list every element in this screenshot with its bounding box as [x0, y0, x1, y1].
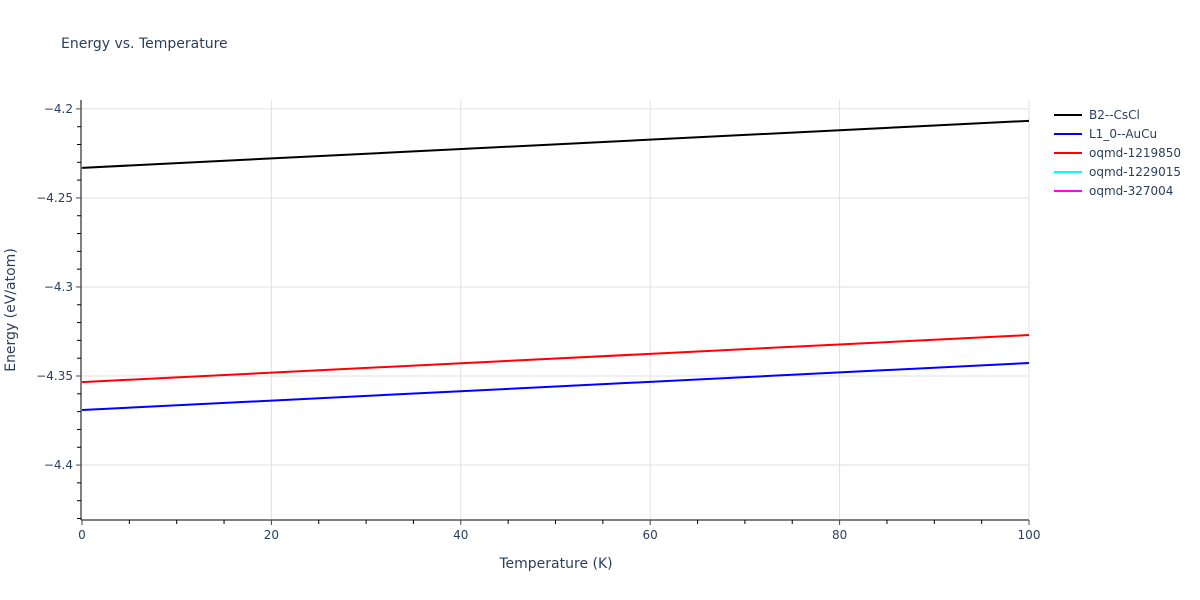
- svg-text:−4.4: −4.4: [44, 458, 73, 472]
- series-line-L1_0--AuCu: [81, 362, 1030, 412]
- svg-text:−4.2: −4.2: [44, 102, 73, 116]
- legend-line-swatch-icon: [1054, 132, 1082, 135]
- legend-label: oqmd-327004: [1089, 183, 1174, 198]
- legend-label: B2--CsCl: [1089, 107, 1140, 122]
- x-axis-title: Temperature (K): [498, 556, 612, 572]
- svg-text:0: 0: [78, 528, 86, 542]
- svg-text:100: 100: [1018, 528, 1041, 542]
- svg-text:−4.25: −4.25: [36, 191, 73, 205]
- legend-item[interactable]: L1_0--AuCu: [1054, 124, 1181, 143]
- series-lines: [81, 119, 1030, 412]
- svg-text:20: 20: [264, 528, 279, 542]
- svg-text:40: 40: [453, 528, 468, 542]
- legend-line-swatch-icon: [1054, 170, 1082, 173]
- legend-item[interactable]: B2--CsCl: [1054, 105, 1181, 124]
- legend-line-swatch-icon: [1054, 189, 1082, 192]
- legend: B2--CsCl L1_0--AuCu oqmd-1219850 oqmd-12290…: [1054, 105, 1181, 200]
- svg-text:−4.35: −4.35: [36, 369, 73, 383]
- legend-item[interactable]: oqmd-1229015: [1054, 162, 1181, 181]
- svg-text:−4.3: −4.3: [44, 280, 73, 294]
- legend-label: L1_0--AuCu: [1089, 126, 1158, 141]
- svg-text:60: 60: [643, 528, 658, 542]
- y-axis-title: Energy (eV/atom): [3, 248, 19, 372]
- gridlines: [82, 100, 1030, 519]
- series-line-B2--CsCl: [81, 119, 1030, 169]
- legend-label: oqmd-1229015: [1089, 164, 1182, 179]
- axes: 0 20 40 60 80 100 −4.2 −4.25 −4.3 −4.35 −4.4: [36, 100, 1040, 542]
- legend-item[interactable]: oqmd-327004: [1054, 181, 1181, 200]
- legend-line-swatch-icon: [1054, 113, 1082, 116]
- series-line-oqmd-1219850: [81, 334, 1030, 384]
- legend-label: oqmd-1219850: [1089, 145, 1182, 160]
- legend-item[interactable]: oqmd-1219850: [1054, 143, 1181, 162]
- chart-title: Energy vs. Temperature: [61, 36, 228, 52]
- legend-line-swatch-icon: [1054, 151, 1082, 154]
- svg-text:80: 80: [832, 528, 847, 542]
